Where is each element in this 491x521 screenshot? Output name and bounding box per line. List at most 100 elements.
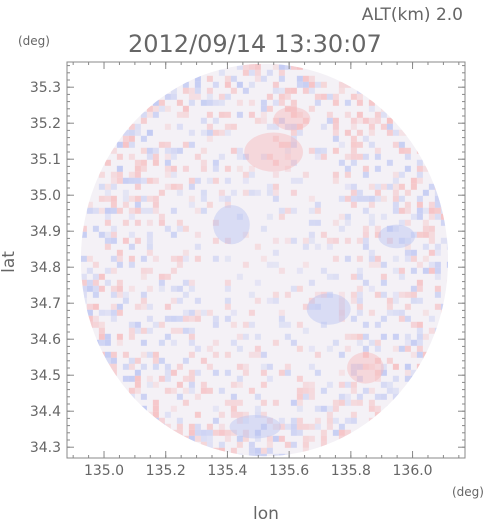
radar-cell: [134, 321, 141, 328]
radar-cell: [188, 279, 195, 286]
radar-cell: [266, 435, 273, 442]
radar-cell: [392, 171, 399, 178]
radar-cell: [356, 393, 363, 400]
radar-cell: [428, 183, 435, 190]
radar-cell: [320, 441, 327, 448]
radar-cell: [308, 381, 315, 388]
radar-cell: [428, 249, 435, 256]
radar-cell: [236, 417, 243, 424]
radar-cell: [128, 321, 135, 328]
radar-cell: [356, 291, 363, 298]
radar-cell: [194, 297, 201, 304]
radar-cell: [254, 279, 261, 286]
radar-cell: [308, 435, 315, 442]
radar-cell: [398, 291, 405, 298]
radar-cell: [200, 189, 207, 196]
radar-cell: [194, 243, 201, 250]
radar-cell: [308, 81, 315, 88]
radar-cell: [236, 111, 243, 118]
radar-cell: [446, 303, 449, 310]
radar-cell: [416, 297, 423, 304]
radar-cell: [386, 129, 393, 136]
radar-cell: [230, 309, 237, 316]
radar-cell: [290, 285, 297, 292]
radar-cell: [374, 195, 381, 202]
radar-cell: [80, 255, 87, 262]
radar-cell: [326, 345, 333, 352]
radar-cell: [266, 213, 273, 220]
radar-cell: [218, 429, 225, 436]
radar-cell: [188, 333, 195, 340]
radar-cell: [404, 387, 411, 394]
radar-cell: [98, 333, 105, 340]
radar-cell: [296, 429, 303, 436]
radar-cell: [368, 285, 375, 292]
radar-cell: [140, 255, 147, 262]
radar-cell: [212, 129, 219, 136]
radar-cell: [188, 375, 195, 382]
radar-cell: [374, 165, 381, 172]
radar-cell: [224, 93, 231, 100]
radar-cell: [170, 285, 177, 292]
radar-cell: [188, 195, 195, 202]
radar-cell: [404, 219, 411, 226]
radar-cell: [170, 231, 177, 238]
radar-cell: [140, 207, 147, 214]
radar-cell: [176, 423, 183, 430]
radar-cell: [92, 279, 99, 286]
radar-cell: [266, 261, 273, 268]
radar-cell: [206, 177, 213, 184]
radar-cell: [224, 165, 231, 172]
radar-cell: [416, 345, 423, 352]
radar-cell: [170, 405, 177, 412]
radar-cell: [242, 363, 249, 370]
radar-cell: [248, 351, 255, 358]
radar-cell: [386, 117, 393, 124]
radar-cell: [116, 177, 123, 184]
radar-cell: [92, 303, 99, 310]
radar-cell: [170, 153, 177, 160]
radar-cell: [140, 147, 147, 154]
radar-cell: [314, 201, 321, 208]
radar-cell: [140, 177, 147, 184]
radar-cell: [230, 393, 237, 400]
radar-cell: [128, 213, 135, 220]
radar-cell: [272, 399, 279, 406]
radar-cell: [206, 435, 213, 442]
radar-cell: [290, 177, 297, 184]
radar-cell: [368, 99, 375, 106]
radar-cell: [122, 291, 129, 298]
radar-cell: [278, 117, 285, 124]
radar-cell: [410, 291, 417, 298]
radar-cell: [338, 435, 345, 442]
radar-cell: [170, 207, 177, 214]
radar-cell: [350, 123, 357, 130]
radar-cell: [314, 207, 321, 214]
radar-cell: [278, 321, 285, 328]
radar-cell: [98, 183, 105, 190]
radar-cell: [356, 309, 363, 316]
radar-cell: [386, 297, 393, 304]
radar-cell: [410, 183, 417, 190]
radar-cell: [206, 201, 213, 208]
radar-cell: [416, 351, 423, 358]
radar-cell: [326, 117, 333, 124]
radar-cell: [332, 429, 339, 436]
radar-cell: [368, 195, 375, 202]
radar-cell: [110, 303, 117, 310]
radar-cell: [134, 369, 141, 376]
radar-cell: [134, 159, 141, 166]
radar-cell: [356, 363, 363, 370]
radar-cell: [146, 243, 153, 250]
radar-cell: [416, 213, 423, 220]
radar-cell: [152, 399, 159, 406]
radar-cell: [140, 291, 147, 298]
radar-cell: [428, 261, 435, 268]
radar-cell: [194, 75, 201, 82]
radar-cell: [104, 189, 111, 196]
radar-cell: [398, 345, 405, 352]
radar-cell: [122, 351, 129, 358]
radar-cell: [314, 351, 321, 358]
radar-cell: [224, 177, 231, 184]
x-tick-label: 136.0: [393, 463, 433, 479]
